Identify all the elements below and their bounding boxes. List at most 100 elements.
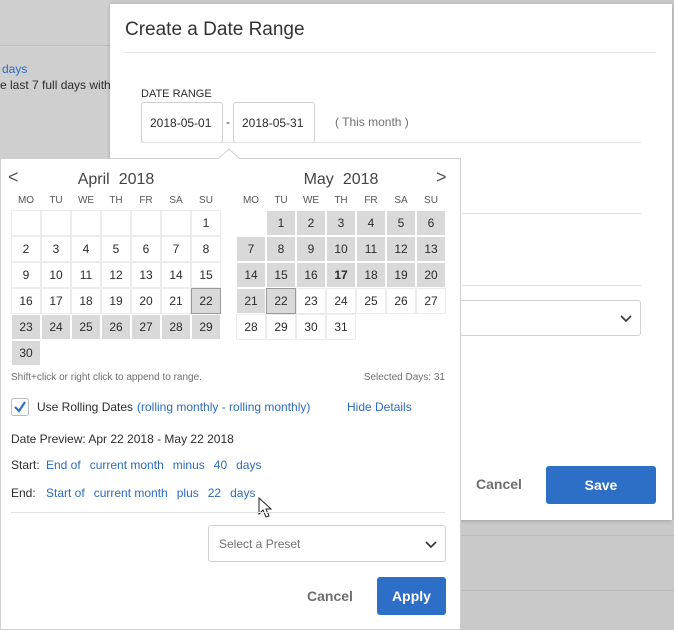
day-cell[interactable]: 19 bbox=[386, 262, 416, 288]
weekday-label: MO bbox=[17, 195, 35, 206]
rolling-mode[interactable]: (rolling monthly - rolling monthly) bbox=[137, 400, 311, 414]
day-cell[interactable]: 10 bbox=[41, 262, 71, 288]
day-cell[interactable]: 3 bbox=[326, 210, 356, 236]
day-cell[interactable]: 31 bbox=[326, 314, 356, 340]
day-cell[interactable]: 12 bbox=[101, 262, 131, 288]
day-cell[interactable]: 28 bbox=[161, 314, 191, 340]
day-cell[interactable]: 2 bbox=[296, 210, 326, 236]
day-cell[interactable]: 11 bbox=[356, 236, 386, 262]
day-cell[interactable]: 20 bbox=[416, 262, 446, 288]
day-cell[interactable]: 1 bbox=[191, 210, 221, 236]
empty-cell bbox=[161, 210, 191, 236]
start-date-input[interactable]: 2018-05-01 bbox=[141, 102, 223, 143]
day-cell[interactable]: 12 bbox=[386, 236, 416, 262]
day-cell[interactable]: 24 bbox=[326, 288, 356, 314]
day-cell[interactable]: 27 bbox=[416, 288, 446, 314]
chevron-icon bbox=[620, 315, 632, 323]
day-cell[interactable]: 10 bbox=[326, 236, 356, 262]
date-preview: Date Preview: Apr 22 2018 - May 22 2018 bbox=[11, 432, 234, 446]
cancel-button[interactable]: Cancel bbox=[307, 588, 353, 604]
day-cell[interactable]: 9 bbox=[296, 236, 326, 262]
month-name: April bbox=[77, 171, 110, 188]
token-link[interactable]: End of bbox=[46, 458, 81, 472]
day-cell[interactable]: 30 bbox=[11, 340, 41, 366]
day-cell[interactable]: 21 bbox=[236, 288, 266, 314]
day-cell[interactable]: 3 bbox=[41, 236, 71, 262]
save-button[interactable]: Save bbox=[546, 466, 656, 504]
weekday-label: SA bbox=[394, 195, 408, 206]
day-cell[interactable]: 22 bbox=[191, 288, 221, 314]
day-cell[interactable]: 18 bbox=[71, 288, 101, 314]
token-link[interactable]: current month bbox=[89, 458, 164, 472]
day-cell[interactable]: 5 bbox=[386, 210, 416, 236]
day-cell[interactable]: 26 bbox=[101, 314, 131, 340]
day-cell[interactable]: 19 bbox=[101, 288, 131, 314]
day-cell[interactable]: 7 bbox=[161, 236, 191, 262]
day-cell[interactable]: 25 bbox=[356, 288, 386, 314]
day-cell[interactable]: 6 bbox=[131, 236, 161, 262]
token-link[interactable]: 22 bbox=[207, 486, 222, 500]
apply-button[interactable]: Apply bbox=[377, 577, 446, 615]
token-link[interactable]: plus bbox=[176, 486, 199, 500]
hide-details-link[interactable]: Hide Details bbox=[347, 400, 412, 414]
day-cell[interactable]: 4 bbox=[356, 210, 386, 236]
day-cell[interactable]: 7 bbox=[236, 236, 266, 262]
day-cell[interactable]: 16 bbox=[296, 262, 326, 288]
day-cell[interactable]: 16 bbox=[11, 288, 41, 314]
day-cell[interactable]: 27 bbox=[131, 314, 161, 340]
day-cell[interactable]: 18 bbox=[356, 262, 386, 288]
day-cell[interactable]: 26 bbox=[386, 288, 416, 314]
day-cell[interactable]: 21 bbox=[161, 288, 191, 314]
cancel-button[interactable]: Cancel bbox=[476, 476, 522, 492]
divider bbox=[11, 512, 445, 513]
day-cell[interactable]: 15 bbox=[191, 262, 221, 288]
day-cell[interactable]: 30 bbox=[296, 314, 326, 340]
weekday-label: TH bbox=[109, 195, 123, 206]
preset-dropdown[interactable]: Select a Preset bbox=[208, 525, 446, 562]
token-link[interactable]: 40 bbox=[213, 458, 228, 472]
start-tokens: End of current month minus 40 days bbox=[46, 458, 261, 472]
day-cell[interactable]: 23 bbox=[11, 314, 41, 340]
token-link[interactable]: days bbox=[230, 486, 256, 500]
day-cell[interactable]: 20 bbox=[131, 288, 161, 314]
day-cell[interactable]: 13 bbox=[416, 236, 446, 262]
weekday-label: MO bbox=[242, 195, 260, 206]
day-cell[interactable]: 4 bbox=[71, 236, 101, 262]
day-cell[interactable]: 13 bbox=[131, 262, 161, 288]
day-cell[interactable]: 14 bbox=[161, 262, 191, 288]
month-header: April 2018 bbox=[11, 171, 221, 189]
day-cell[interactable]: 22 bbox=[266, 288, 296, 314]
day-cell[interactable]: 8 bbox=[191, 236, 221, 262]
background-link[interactable]: days bbox=[2, 62, 28, 76]
separator: - bbox=[226, 115, 230, 129]
token-link[interactable]: minus bbox=[172, 458, 205, 472]
day-cell[interactable]: 28 bbox=[236, 314, 266, 340]
day-cell[interactable]: 11 bbox=[71, 262, 101, 288]
token-link[interactable]: Start of bbox=[46, 486, 85, 500]
day-cell[interactable]: 29 bbox=[191, 314, 221, 340]
day-cell[interactable]: 17 bbox=[326, 262, 356, 288]
day-cell[interactable]: 29 bbox=[266, 314, 296, 340]
day-cell[interactable]: 8 bbox=[266, 236, 296, 262]
nav-arrow[interactable]: > bbox=[436, 167, 447, 187]
day-cell[interactable]: 2 bbox=[11, 236, 41, 262]
checkbox[interactable] bbox=[11, 398, 29, 416]
day-cell[interactable]: 17 bbox=[41, 288, 71, 314]
divider bbox=[462, 285, 641, 286]
token-link[interactable]: current month bbox=[93, 486, 168, 500]
day-cell[interactable]: 5 bbox=[101, 236, 131, 262]
end-date-input[interactable]: 2018-05-31 bbox=[233, 102, 315, 143]
day-cell[interactable]: 9 bbox=[11, 262, 41, 288]
token-link[interactable]: days bbox=[236, 458, 262, 472]
day-cell[interactable]: 24 bbox=[41, 314, 71, 340]
day-cell[interactable]: 6 bbox=[416, 210, 446, 236]
day-cell[interactable]: 23 bbox=[296, 288, 326, 314]
end-tokens: Start of current month plus 22 days bbox=[46, 486, 255, 500]
empty-cell bbox=[41, 210, 71, 236]
day-cell[interactable]: 1 bbox=[266, 210, 296, 236]
day-cell[interactable]: 15 bbox=[266, 262, 296, 288]
nav-arrow[interactable]: < bbox=[8, 167, 19, 187]
day-cell[interactable]: 25 bbox=[71, 314, 101, 340]
dropdown[interactable] bbox=[440, 300, 641, 336]
day-cell[interactable]: 14 bbox=[236, 262, 266, 288]
